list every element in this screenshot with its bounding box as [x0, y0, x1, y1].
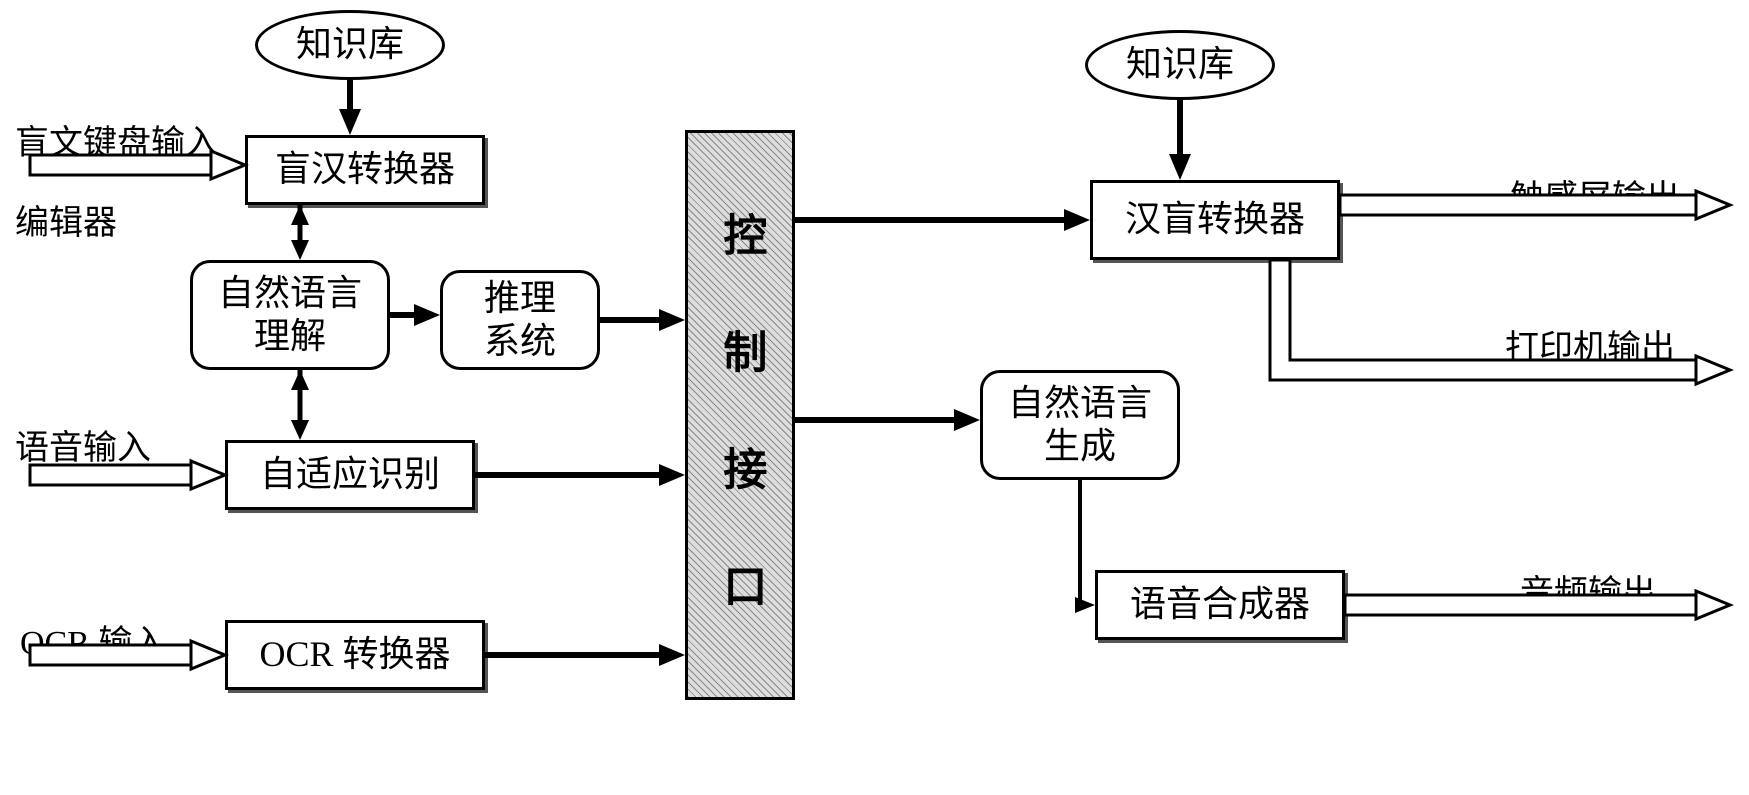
- node-adaptive: 自适应识别: [225, 440, 475, 510]
- node-label: 推理 系统: [484, 277, 556, 363]
- node-braille-to-han: 盲汉转换器: [245, 135, 485, 205]
- node-nlg: 自然语言 生成: [980, 370, 1180, 480]
- node-label: 汉盲转换器: [1125, 198, 1305, 241]
- node-kb-left: 知识库: [255, 10, 445, 80]
- node-reasoning: 推理 系统: [440, 270, 600, 370]
- node-han-to-braille: 汉盲转换器: [1090, 180, 1340, 260]
- label-audio-out: 音频输出: [1520, 565, 1656, 614]
- node-kb-right: 知识库: [1085, 30, 1275, 100]
- diagram-canvas: 知识库 盲汉转换器 自然语言 理解 推理 系统 自适应识别 OCR 转换器 控 …: [0, 0, 1749, 795]
- node-tts: 语音合成器: [1095, 570, 1345, 640]
- node-ctrl-interface: 控 制 接 口: [685, 130, 795, 700]
- node-nlu: 自然语言 理解: [190, 260, 390, 370]
- node-label: 知识库: [296, 23, 404, 66]
- node-label: 自适应识别: [260, 453, 440, 496]
- node-ocr-conv: OCR 转换器: [225, 620, 485, 690]
- node-label: 自然语言 生成: [1008, 382, 1152, 468]
- node-label: OCR 转换器: [259, 633, 450, 676]
- label-printer-out: 打印机输出: [1505, 320, 1675, 369]
- node-label: 语音合成器: [1130, 583, 1310, 626]
- label-touch-out: 触感屏输出: [1510, 170, 1680, 219]
- label-ocr-in: OCR 输入: [20, 615, 166, 664]
- node-label: 知识库: [1126, 43, 1234, 86]
- node-label: 自然语言 理解: [218, 272, 362, 358]
- label-braille-kbd-in: 盲文键盘输入: [15, 115, 219, 164]
- label-editor: 编辑器: [15, 195, 117, 244]
- node-label: 盲汉转换器: [275, 148, 455, 191]
- label-speech-in: 语音输入: [15, 420, 151, 469]
- node-label: 控 制 接 口: [714, 212, 767, 619]
